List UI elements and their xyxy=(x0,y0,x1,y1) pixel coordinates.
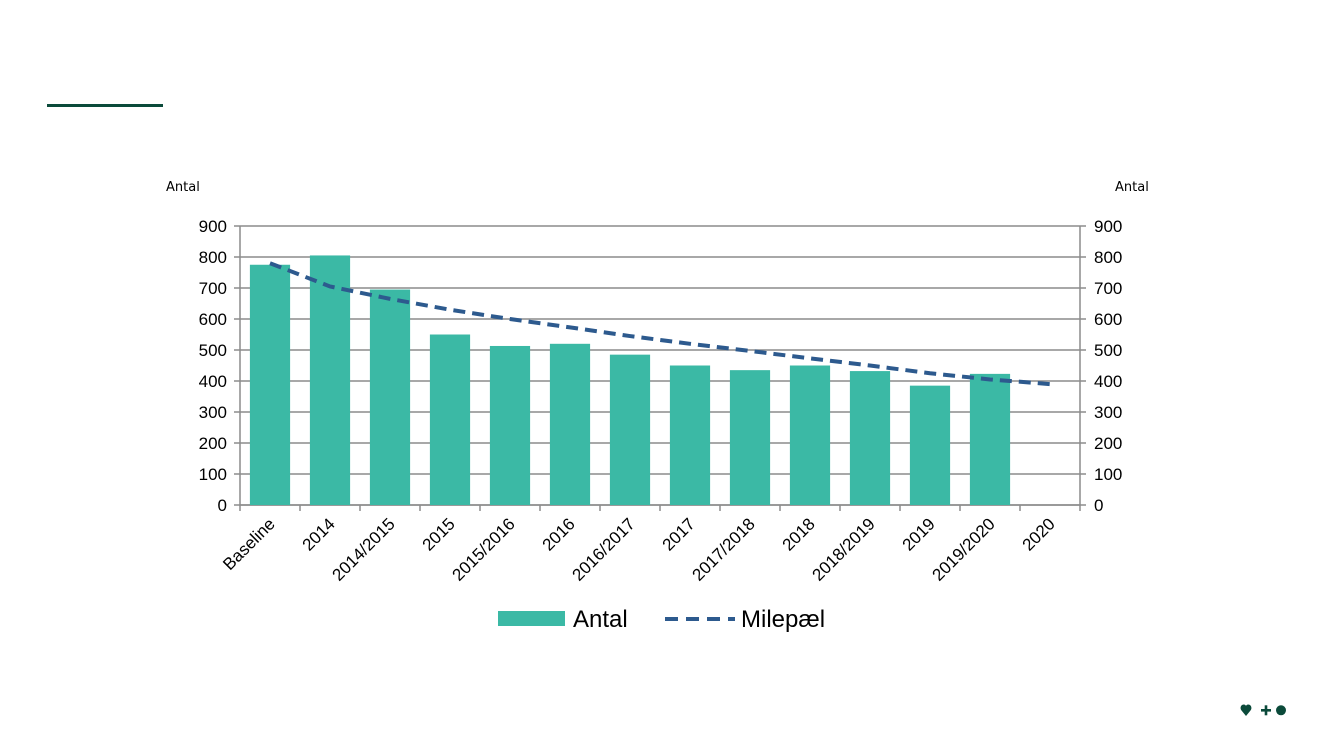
bar xyxy=(729,370,771,505)
x-tick-label: 2018 xyxy=(779,514,819,554)
y-tick-label-right: 600 xyxy=(1094,310,1122,329)
y-tick-label-right: 100 xyxy=(1094,465,1122,484)
x-tick-label: 2016/2017 xyxy=(569,514,639,584)
y-axis-label-left: Antal xyxy=(166,180,200,195)
y-tick-label-left: 200 xyxy=(199,434,227,453)
bar xyxy=(669,365,711,505)
y-tick-label-left: 100 xyxy=(199,465,227,484)
bar xyxy=(789,365,831,505)
x-tick-label: 2016 xyxy=(539,514,579,554)
legend-swatch-antal xyxy=(498,611,565,626)
y-tick-label-left: 500 xyxy=(199,341,227,360)
logo xyxy=(1240,704,1286,716)
x-tick-label: 2015/2016 xyxy=(449,514,519,584)
plus-icon xyxy=(1261,705,1271,716)
x-tick-label: 2018/2019 xyxy=(809,514,879,584)
legend: Antal Milepæl xyxy=(498,606,825,633)
bar xyxy=(249,264,291,505)
legend-label-antal: Antal xyxy=(573,606,628,633)
bar xyxy=(309,255,351,505)
y-tick-label-left: 400 xyxy=(199,372,227,391)
x-tick-label: 2015 xyxy=(419,514,459,554)
y-tick-label-left: 700 xyxy=(199,279,227,298)
bar xyxy=(609,354,651,505)
bar xyxy=(549,343,591,505)
y-tick-label-right: 300 xyxy=(1094,403,1122,422)
y-tick-label-right: 200 xyxy=(1094,434,1122,453)
y-tick-label-left: 900 xyxy=(199,217,227,236)
y-tick-label-right: 800 xyxy=(1094,248,1122,267)
y-tick-label-left: 0 xyxy=(218,496,227,515)
x-tick-label: 2017/2018 xyxy=(689,514,759,584)
heart-icon xyxy=(1240,704,1252,716)
bar xyxy=(429,334,471,505)
y-tick-label-left: 600 xyxy=(199,310,227,329)
bar xyxy=(969,373,1011,505)
title-underline xyxy=(47,104,163,107)
x-tick-label: Baseline xyxy=(219,514,279,574)
circle-icon xyxy=(1276,705,1286,716)
x-tick-label: 2019/2020 xyxy=(929,514,999,584)
bar xyxy=(489,345,531,505)
y-tick-label-left: 300 xyxy=(199,403,227,422)
y-tick-label-right: 500 xyxy=(1094,341,1122,360)
legend-label-milepael: Milepæl xyxy=(741,606,825,633)
y-tick-label-left: 800 xyxy=(199,248,227,267)
bar xyxy=(849,371,891,505)
y-tick-label-right: 900 xyxy=(1094,217,1122,236)
x-tick-label: 2017 xyxy=(659,514,699,554)
y-tick-label-right: 700 xyxy=(1094,279,1122,298)
y-tick-label-right: 400 xyxy=(1094,372,1122,391)
y-tick-label-right: 0 xyxy=(1094,496,1103,515)
milestone-line xyxy=(269,261,1051,387)
x-tick-label: 2020 xyxy=(1019,514,1059,554)
x-tick-label: 2019 xyxy=(899,514,939,554)
x-tick-label: 2014 xyxy=(299,514,339,554)
x-tick-label: 2014/2015 xyxy=(329,514,399,584)
y-axis-label-right: Antal xyxy=(1115,180,1149,195)
bar xyxy=(909,385,951,505)
bar xyxy=(369,289,411,505)
